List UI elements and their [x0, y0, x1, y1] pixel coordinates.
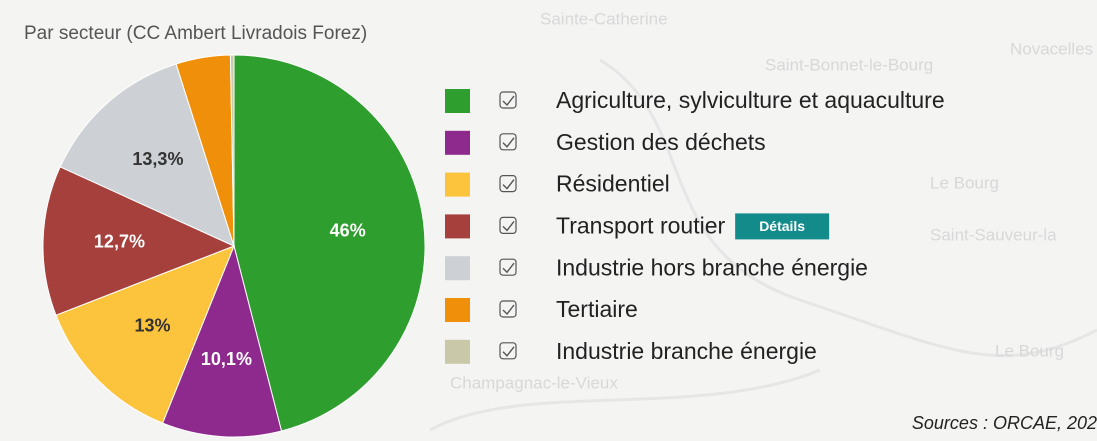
legend-item[interactable]: Tertiaire	[445, 296, 638, 322]
legend-label: Transport routier	[556, 212, 725, 238]
source-note: Sources : ORCAE, 202	[912, 413, 1097, 433]
legend-swatch	[445, 298, 470, 322]
legend-swatch	[445, 130, 470, 155]
chart-title: Par secteur (CC Ambert Livradois Forez)	[24, 23, 367, 44]
checkbox-check	[502, 179, 515, 190]
legend-label: Résidentiel	[556, 171, 670, 197]
legend-item[interactable]: Transport routier Détails	[445, 212, 830, 240]
legend-swatch	[445, 214, 470, 239]
checkbox-check	[502, 137, 515, 148]
checkbox-check	[502, 304, 515, 316]
legend-label: Tertiaire	[556, 296, 638, 322]
checkbox-check	[502, 95, 515, 107]
legend-label: Industrie hors branche énergie	[556, 254, 868, 280]
pie-slice	[55, 245, 235, 424]
checkbox-check	[502, 220, 515, 232]
legend-swatch	[445, 256, 470, 281]
details-button-label[interactable]: Détails	[759, 218, 805, 234]
legend-swatch	[445, 89, 470, 113]
map-label: Saint-Sauveur-la	[930, 225, 1057, 244]
legend-swatch	[445, 172, 470, 197]
legend-checkbox[interactable]	[499, 133, 517, 151]
legend-item[interactable]: Gestion des déchets	[445, 129, 766, 155]
map-label: Champagnac-le-Vieux	[450, 373, 618, 392]
legend-item[interactable]: Agriculture, sylviculture et aquaculture	[445, 87, 945, 113]
map-label: Sainte-Catherine	[540, 9, 668, 28]
pie-slice	[233, 54, 426, 432]
slice-label: 13%	[134, 315, 170, 335]
legend-checkbox[interactable]	[499, 300, 517, 318]
pie-slice	[229, 54, 235, 247]
map-label: Saint-Bonnet-le-Bourg	[765, 55, 933, 74]
slice-label: 13,3%	[132, 149, 183, 169]
checkbox-check	[502, 346, 515, 357]
map-label: Le Bourg	[995, 341, 1064, 360]
legend-checkbox[interactable]	[499, 216, 517, 234]
map-road	[599, 58, 1097, 358]
pie-slice	[161, 244, 283, 438]
slice-label: 12,7%	[94, 232, 145, 252]
slice-label: 46%	[330, 220, 366, 240]
details-button[interactable]	[735, 213, 830, 240]
legend-swatch	[445, 339, 470, 364]
pie-slice	[42, 166, 236, 316]
slice-label: 10,1%	[201, 349, 252, 369]
checkbox-check	[502, 262, 515, 274]
legend-label: Agriculture, sylviculture et aquaculture	[556, 87, 945, 113]
legend-label: Gestion des déchets	[556, 129, 766, 155]
legend-label: Industrie branche énergie	[556, 338, 817, 364]
legend-checkbox[interactable]	[499, 258, 517, 276]
map-road	[429, 368, 821, 432]
legend-checkbox[interactable]	[499, 91, 517, 109]
legend-item[interactable]: Résidentiel	[445, 171, 670, 197]
legend-checkbox[interactable]	[499, 342, 517, 360]
map-label: Novacelles	[1010, 39, 1093, 58]
map-label: Le Bourg	[930, 173, 999, 192]
legend-item[interactable]: Industrie branche énergie	[445, 338, 817, 364]
legend-item[interactable]: Industrie hors branche énergie	[445, 254, 868, 280]
legend-checkbox[interactable]	[499, 175, 517, 193]
